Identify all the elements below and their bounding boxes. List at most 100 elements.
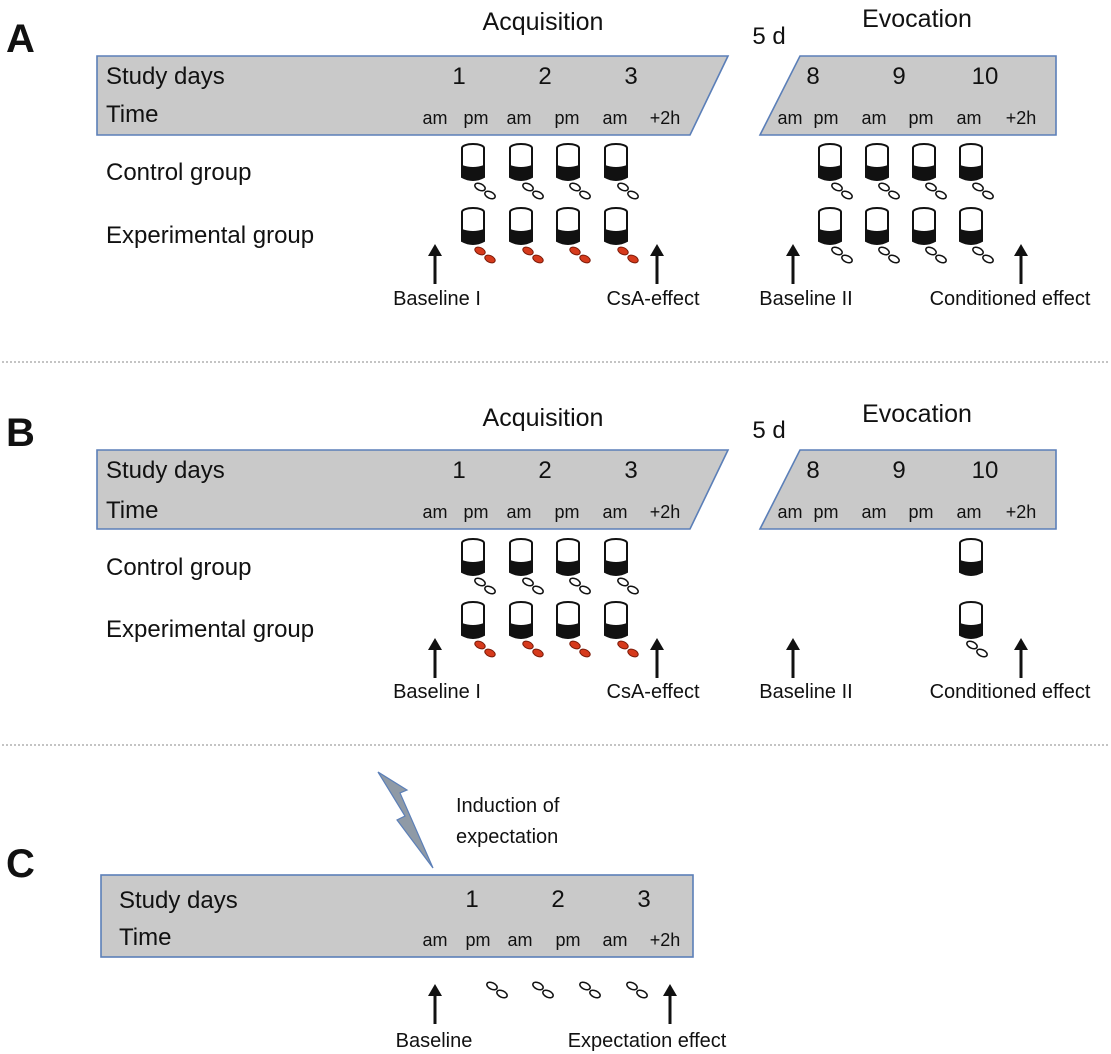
drink-icon <box>461 538 485 576</box>
drink-icon <box>461 143 485 181</box>
drink-icon <box>959 207 983 245</box>
time-slot: +2h <box>1006 502 1037 522</box>
placebo-pill-icon <box>923 181 949 201</box>
placebo-pill-icon <box>615 181 641 201</box>
time-label: Time <box>106 497 158 524</box>
csa-pill-icon <box>473 639 497 659</box>
placebo-pill-icon <box>567 576 593 596</box>
time-slot: am <box>506 502 531 522</box>
experimental-group-label: Experimental group <box>106 616 314 643</box>
placebo-pill-icon <box>520 181 546 201</box>
drink-icon <box>509 538 533 576</box>
drink-icon <box>556 601 580 639</box>
time-slot: am <box>602 108 627 128</box>
drink-icon <box>865 207 889 245</box>
time-slot: am <box>861 108 886 128</box>
arrow-up-icon <box>650 244 664 284</box>
time-slot: pm <box>554 108 579 128</box>
study-days-label: Study days <box>119 887 238 914</box>
time-slot: am <box>506 108 531 128</box>
arrow-up-icon <box>428 244 442 284</box>
placebo-pill-icon <box>970 245 996 265</box>
day-label: 9 <box>892 63 905 90</box>
placebo-pill-icon <box>964 639 990 659</box>
time-slot: pm <box>908 502 933 522</box>
day-label: 3 <box>637 886 650 913</box>
arrow-up-icon <box>1014 244 1028 284</box>
placebo-pill-icon <box>876 181 902 201</box>
csa-pill-icon <box>568 639 592 659</box>
placebo-pill-icon <box>567 181 593 201</box>
arrow-up-icon <box>786 244 800 284</box>
placebo-pill-icon <box>624 980 650 1000</box>
placebo-pill-icon <box>472 181 498 201</box>
time-slot: +2h <box>1006 108 1037 128</box>
time-slot: pm <box>908 108 933 128</box>
csa-pill-icon <box>521 639 545 659</box>
arrow-up-icon <box>1014 638 1028 678</box>
placebo-pill-icon <box>530 980 556 1000</box>
day-label: 1 <box>452 63 465 90</box>
time-slot: pm <box>813 502 838 522</box>
time-slot: pm <box>813 108 838 128</box>
time-slot: pm <box>554 502 579 522</box>
drink-icon <box>556 538 580 576</box>
induction-label: Induction of <box>456 795 560 817</box>
placebo-pill-icon <box>970 181 996 201</box>
panel-letter: B <box>6 411 35 455</box>
time-slot: am <box>777 502 802 522</box>
placebo-pill-icon <box>923 245 949 265</box>
time-slot: +2h <box>650 502 681 522</box>
drink-icon <box>461 207 485 245</box>
drink-icon <box>604 601 628 639</box>
panel-letter: C <box>6 842 35 886</box>
arrow-up-icon <box>650 638 664 678</box>
drink-icon <box>959 601 983 639</box>
drink-icon <box>556 207 580 245</box>
drink-icon <box>959 143 983 181</box>
baseline-ii-label: Baseline II <box>759 681 852 703</box>
time-slot: am <box>956 502 981 522</box>
day-label: 3 <box>624 63 637 90</box>
panel-letter: A <box>6 17 35 61</box>
drink-icon <box>461 601 485 639</box>
study-days-label: Study days <box>106 457 225 484</box>
evocation-band <box>758 449 1057 530</box>
placebo-pill-icon <box>876 245 902 265</box>
time-slot: am <box>422 108 447 128</box>
study-days-label: Study days <box>106 63 225 90</box>
csa-effect-label: CsA-effect <box>607 288 700 310</box>
gap-label: 5 d <box>752 23 785 50</box>
time-slot: am <box>602 502 627 522</box>
time-slot: pm <box>463 502 488 522</box>
evocation-title: Evocation <box>862 5 972 33</box>
arrow-up-icon <box>428 984 442 1024</box>
gap-label: 5 d <box>752 417 785 444</box>
drink-icon <box>959 538 983 576</box>
experimental-group-label: Experimental group <box>106 222 314 249</box>
induction-label: expectation <box>456 826 558 848</box>
day-label: 2 <box>538 457 551 484</box>
study-band <box>100 874 694 958</box>
expectation-effect-label: Expectation effect <box>568 1030 727 1052</box>
placebo-pill-icon <box>484 980 510 1000</box>
baseline-ii-label: Baseline II <box>759 288 852 310</box>
time-slot: +2h <box>650 108 681 128</box>
acquisition-band <box>96 55 730 136</box>
time-slot: am <box>777 108 802 128</box>
csa-pill-icon <box>616 639 640 659</box>
time-slot: am <box>422 930 447 950</box>
day-label: 10 <box>972 457 999 484</box>
time-slot: am <box>602 930 627 950</box>
time-label: Time <box>106 101 158 128</box>
time-slot: am <box>422 502 447 522</box>
placebo-pill-icon <box>829 181 855 201</box>
csa-pill-icon <box>568 245 592 265</box>
placebo-pill-icon <box>577 980 603 1000</box>
acquisition-title: Acquisition <box>483 8 604 36</box>
control-group-label: Control group <box>106 554 251 581</box>
baseline-i-label: Baseline I <box>393 288 481 310</box>
day-label: 1 <box>465 886 478 913</box>
drink-icon <box>604 207 628 245</box>
baseline-label: Baseline <box>396 1030 473 1052</box>
